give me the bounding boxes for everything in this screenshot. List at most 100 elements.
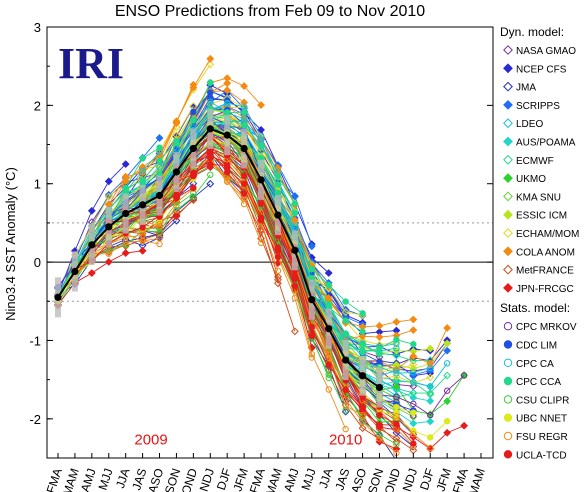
forecast-point: [443, 418, 451, 425]
forecast-point: [291, 294, 299, 302]
legend-label: CPC CA: [516, 359, 554, 370]
forecast-point: [207, 79, 214, 86]
observed-point: [189, 144, 197, 153]
x-tick-label: JFM: [433, 467, 454, 492]
legend-entry: MetFRANCE: [503, 264, 574, 277]
forecast-point: [172, 211, 181, 220]
forecast-point: [375, 321, 384, 330]
forecast-point: [308, 332, 315, 340]
legend-label: CPC CCA: [516, 377, 561, 388]
y-axis-label: Nino3.4 SST Anomaly (°C): [3, 167, 18, 321]
forecast-point: [426, 373, 435, 382]
legend-marker: [503, 246, 513, 257]
forecast-point: [376, 431, 383, 438]
forecast-point: [409, 360, 418, 369]
legend-entry: NCEP CFS: [503, 63, 567, 75]
legend-label: JMA: [516, 83, 536, 94]
forecast-point: [409, 356, 418, 365]
forecast-point: [257, 154, 265, 162]
forecast-point: [240, 180, 248, 188]
legend-label: CDC LIM: [516, 341, 557, 352]
forecast-point: [376, 411, 383, 419]
legend-marker: [503, 191, 513, 202]
forecast-point: [325, 351, 332, 358]
forecast-point: [308, 350, 315, 358]
legend-marker: [503, 340, 513, 349]
forecast-point: [138, 168, 147, 177]
forecast-point: [308, 265, 315, 273]
forecast-point: [156, 240, 163, 248]
x-tick-label: SON: [365, 467, 386, 492]
legend-marker: [503, 99, 513, 110]
forecast-point: [393, 441, 400, 448]
forecast-point: [87, 269, 96, 277]
forecast-line: [125, 188, 194, 227]
forecast-point: [443, 339, 452, 348]
forecast-point: [139, 237, 146, 245]
forecast-point: [409, 352, 418, 361]
legend-entry: NASA GMAO: [503, 45, 576, 57]
forecast-point: [290, 327, 299, 336]
observed-point: [308, 296, 316, 304]
forecast-point: [240, 82, 249, 90]
forecast-point: [207, 98, 214, 105]
forecast-point: [342, 406, 349, 414]
forecast-point: [104, 190, 113, 199]
forecast-point: [190, 108, 197, 116]
legend-entry: CDC LIM: [503, 340, 557, 352]
legend-label: NCEP CFS: [516, 64, 567, 75]
forecast-point: [409, 412, 418, 421]
observed-point: [291, 246, 299, 254]
legend-entry: JPN-FRCGC: [503, 282, 574, 295]
legend-marker: [503, 358, 513, 367]
forecast-point: [274, 181, 282, 188]
observed-point: [223, 131, 231, 139]
observed-point: [342, 356, 350, 364]
forecast-point: [358, 424, 367, 433]
legend-marker: [503, 322, 513, 331]
legend-marker: [503, 282, 513, 293]
forecast-point: [426, 359, 435, 368]
legend-entry: AUS/POAMA: [503, 136, 576, 149]
forecast-point: [341, 308, 350, 316]
legend-label: FSU REGR: [516, 432, 568, 443]
legend-marker: [503, 63, 513, 74]
observed-point: [54, 293, 62, 301]
legend-label: ECMWF: [516, 156, 554, 167]
legend-entry: UBC NNET: [503, 413, 567, 425]
forecast-point: [443, 428, 452, 437]
year-labels: 2009 2010: [134, 431, 362, 448]
legend-entry: CSU CLIPR: [503, 395, 569, 406]
x-tick-label: SON: [162, 467, 183, 492]
legend-marker: [503, 136, 513, 147]
legend-label: ESSIC ICM: [516, 211, 567, 222]
forecast-point: [359, 411, 366, 419]
forecast-point: [189, 193, 198, 202]
forecast-point: [392, 382, 401, 391]
forecast-point: [122, 239, 129, 246]
forecast-point: [139, 176, 146, 184]
forecast-point: [325, 371, 332, 378]
observed-point: [358, 372, 367, 380]
forecast-point: [206, 54, 215, 63]
y-tick-label: -1: [29, 333, 41, 348]
x-tick-label: AMJ: [78, 467, 99, 492]
legend-label: CSU CLIPR: [516, 395, 569, 406]
forecast-point: [342, 425, 349, 433]
legend-entry: UCLA-TCD: [503, 450, 567, 461]
x-tick-label: AMJ: [281, 467, 302, 492]
forecast-point: [139, 155, 146, 162]
x-tick-label: NDJ: [197, 467, 218, 492]
x-axis-ticks: FMAMAMAMJMJJJJAJASASOSONONDNDJDJFJFMFMAM…: [44, 453, 488, 492]
x-tick-label: JAS: [332, 467, 352, 492]
forecast-point: [121, 160, 130, 169]
forecast-point: [359, 328, 366, 335]
forecast-point: [325, 386, 332, 393]
x-tick-label: MJJ: [96, 467, 116, 492]
y-tick-label: 1: [34, 177, 41, 192]
legend-dyn-title: Dyn. model:: [500, 25, 564, 39]
forecast-point: [376, 345, 383, 352]
x-tick-label: JJA: [113, 467, 132, 490]
forecast-point: [376, 435, 383, 442]
forecast-point: [393, 420, 400, 428]
